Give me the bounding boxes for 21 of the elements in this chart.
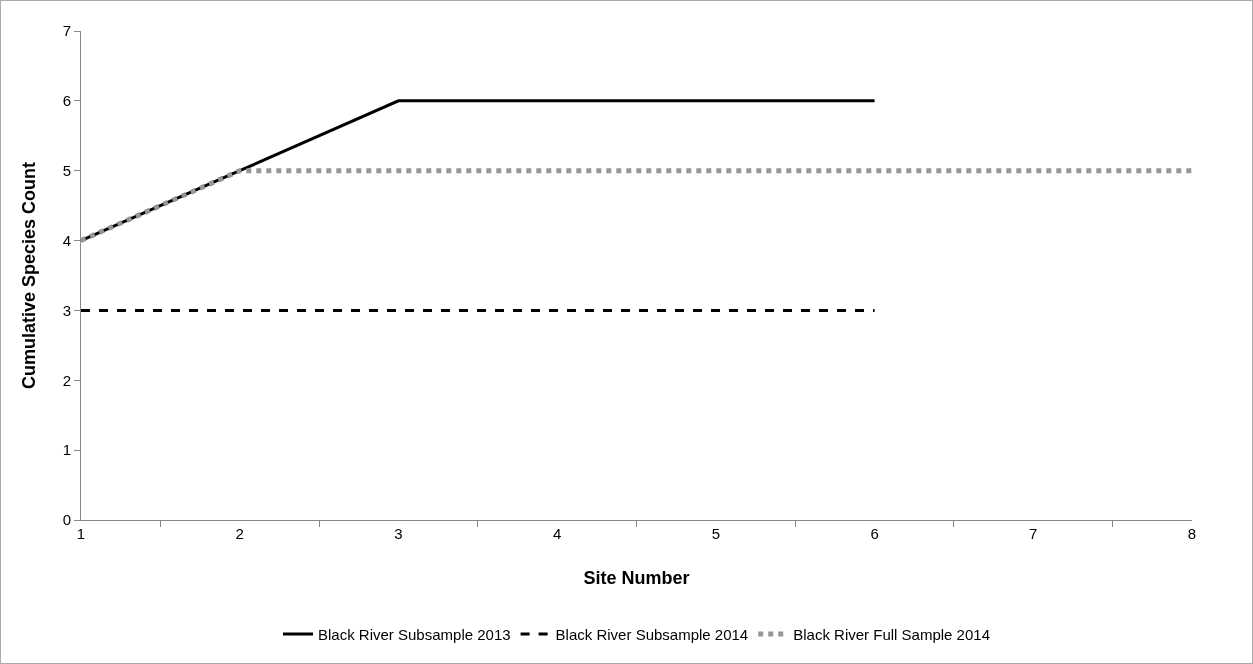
legend-label: Black River Subsample 2013 — [318, 625, 511, 643]
legend-label: Black River Subsample 2014 — [555, 625, 749, 643]
y-axis-title: Cumulative Species Count — [19, 161, 39, 390]
x-tick-label: 5 — [711, 525, 721, 542]
legend-label: Black River Full Sample 2014 — [793, 625, 990, 643]
x-tick-label: 3 — [394, 525, 403, 542]
y-tick-label: 0 — [62, 511, 71, 529]
y-tick-label: 7 — [62, 22, 71, 40]
y-tick-label: 2 — [62, 371, 71, 389]
x-tick-label: 8 — [1187, 525, 1197, 542]
y-tick-label: 1 — [62, 441, 71, 459]
x-tick-label: 7 — [1029, 525, 1038, 542]
x-tick-label: 4 — [552, 525, 562, 542]
x-tick-label: 1 — [76, 525, 86, 542]
y-tick-label: 5 — [62, 161, 71, 179]
x-tick-label: 6 — [870, 525, 879, 542]
y-tick-label: 6 — [62, 92, 71, 110]
y-tick-label: 3 — [62, 301, 71, 319]
x-axis-title: Site Number — [583, 568, 690, 588]
y-tick-label: 4 — [62, 231, 71, 249]
x-tick-label: 2 — [235, 525, 244, 542]
